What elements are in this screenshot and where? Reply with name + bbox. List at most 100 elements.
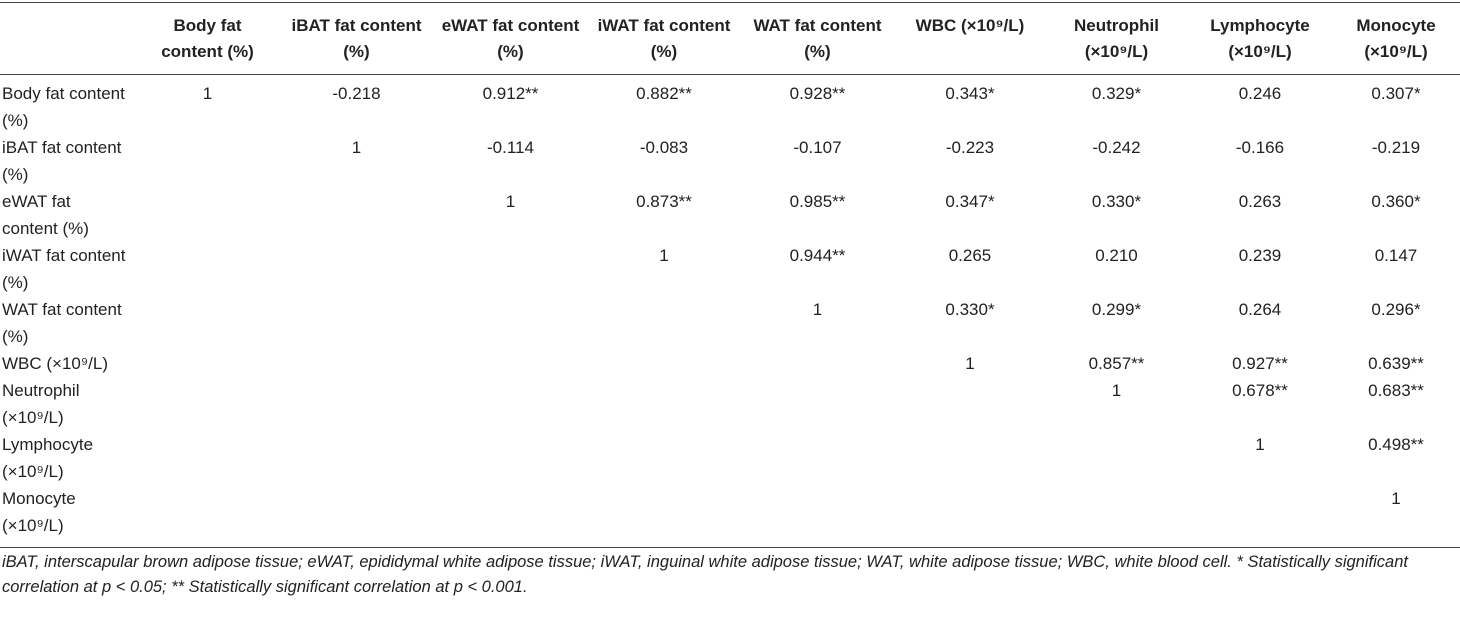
table-cell: 0.347* [945,192,995,211]
table-cell: 0.873** [636,192,692,211]
table-cell: 0.927** [1232,354,1288,373]
table-body: Body fat content (%) 1 -0.218 0.912** 0.882*… [0,75,1460,548]
table-cell: 0.265 [948,246,992,265]
empty-cell [135,188,280,242]
table-row: Body fat content (%) 1 -0.218 0.912** 0.882*… [0,75,1460,135]
table-cell: 0.296* [1371,300,1421,319]
table-row: eWAT fat content (%) 1 0.873** 0.985** 0.347… [0,188,1460,242]
empty-cell [433,242,588,296]
table-cell: -0.242 [1092,138,1141,157]
column-header: Lymphocyte (×10⁹/L) [1188,2,1332,75]
table-cell: 0.683** [1368,381,1424,400]
table-row: Monocyte (×10⁹/L) 1 [0,485,1460,547]
table-header: Body fat content (%) iBAT fat content (%)… [0,2,1460,75]
row-label: iBAT fat content (%) [2,138,122,184]
table-cell: -0.083 [639,138,689,157]
column-header: eWAT fat content (%) [433,2,588,75]
column-header: WAT fat content (%) [740,2,895,75]
corner-cell [0,2,135,75]
empty-cell [1045,431,1188,485]
empty-cell [895,377,1045,431]
table-cell: 1 [505,192,516,211]
empty-cell [280,431,433,485]
empty-cell [135,431,280,485]
row-label: Monocyte (×10⁹/L) [2,489,76,535]
table-cell: 0.928** [789,84,846,103]
empty-cell [433,350,588,377]
empty-cell [588,296,740,350]
table-cell: 0.639** [1368,354,1424,373]
header-row: Body fat content (%) iBAT fat content (%)… [0,2,1460,75]
correlation-table: Body fat content (%) iBAT fat content (%)… [0,2,1460,547]
empty-cell [895,485,1045,547]
table-cell: 1 [965,354,975,373]
table-cell: 0.678** [1232,381,1288,400]
table-row: iBAT fat content (%) 1 -0.114 -0.083 -0.107 -… [0,134,1460,188]
empty-cell [135,377,280,431]
table-cell: 1 [1391,489,1401,508]
empty-cell [433,485,588,547]
table-cell: -0.218 [332,84,381,103]
table-cell: 1 [351,138,362,157]
empty-cell [1188,485,1332,547]
table-cell: 0.307* [1371,84,1421,103]
table-cell: 0.912** [482,84,539,103]
row-label: Body fat content (%) [2,84,125,130]
table-cell: 0.210 [1095,246,1138,265]
footnote: iBAT, interscapular brown adipose tissue… [0,547,1460,600]
empty-cell [740,350,895,377]
table-cell: 0.147 [1374,246,1418,265]
row-label: iWAT fat content (%) [2,246,126,292]
empty-cell [280,188,433,242]
empty-cell [588,377,740,431]
column-header: WBC (×10⁹/L) [895,2,1045,75]
row-label: Lymphocyte (×10⁹/L) [2,435,94,481]
empty-cell [280,242,433,296]
table-row: WBC (×10⁹/L) 1 0.857** 0.927** 0.639** [0,350,1460,377]
table-cell: 0.343* [945,84,995,103]
table-row: Lymphocyte (×10⁹/L) 1 0.498** [0,431,1460,485]
empty-cell [280,377,433,431]
table-cell: -0.114 [487,138,534,157]
empty-cell [740,431,895,485]
empty-cell [135,296,280,350]
table-row: Neutrophil (×10⁹/L) 1 0.678** 0.683** [0,377,1460,431]
empty-cell [135,242,280,296]
empty-cell [135,134,280,188]
empty-cell [280,350,433,377]
table-cell: 0.246 [1238,84,1282,103]
table-cell: 0.857** [1088,354,1145,373]
empty-cell [588,485,740,547]
table-cell: 1 [1111,381,1122,400]
column-header: Monocyte (×10⁹/L) [1332,2,1460,75]
column-header: Body fat content (%) [135,2,280,75]
empty-cell [895,431,1045,485]
table-cell: 1 [659,246,669,265]
table-cell: -0.223 [945,138,995,157]
table-cell: -0.107 [793,138,842,157]
column-header: Neutrophil (×10⁹/L) [1045,2,1188,75]
table-cell: 0.498** [1368,435,1424,454]
table-row: iWAT fat content (%) 1 0.944** 0.265 0.210 0.… [0,242,1460,296]
table-cell: 0.263 [1238,192,1282,211]
column-header: iBAT fat content (%) [280,2,433,75]
empty-cell [280,485,433,547]
row-label: WAT fat content (%) [2,300,122,346]
table-cell: 0.299* [1091,300,1142,319]
empty-cell [433,431,588,485]
empty-cell [1045,485,1188,547]
table-cell: -0.166 [1235,138,1285,157]
empty-cell [588,431,740,485]
table-cell: 0.985** [789,192,846,211]
row-label: WBC (×10⁹/L) [2,354,109,373]
empty-cell [135,485,280,547]
table-cell: 1 [1255,435,1265,454]
table-cell: -0.219 [1371,138,1421,157]
empty-cell [433,296,588,350]
table-cell: 1 [202,84,213,103]
empty-cell [135,350,280,377]
table-cell: 0.882** [636,84,692,103]
column-header: iWAT fat content (%) [588,2,740,75]
empty-cell [433,377,588,431]
